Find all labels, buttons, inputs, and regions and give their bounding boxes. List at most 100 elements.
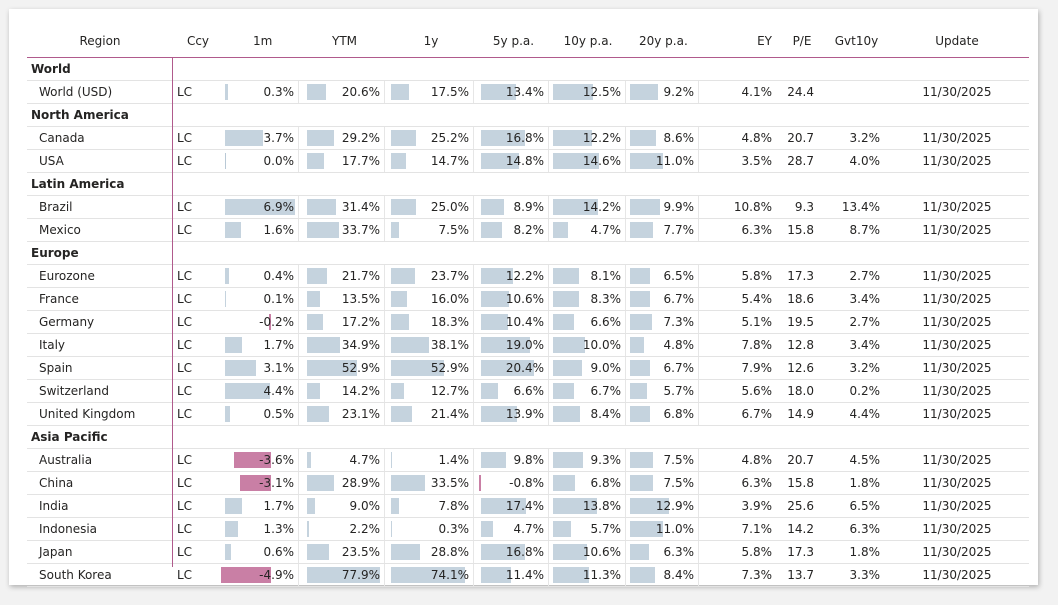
cell-y1: 23.7%: [389, 265, 474, 287]
cell-y1: 21.4%: [389, 403, 474, 425]
cell-value: 17.5%: [430, 85, 469, 99]
table-row[interactable]: Switzerland LC 4.4% 14.2% 12.7% 6.6% 6.7% 5.7% 5…: [27, 380, 1029, 403]
cell-ytm: 28.9%: [305, 472, 385, 494]
cell-value: 6.7%: [663, 292, 695, 306]
cell-value: 8.4%: [663, 568, 695, 582]
cell-value: 11/30/2025: [922, 200, 992, 214]
group-header-row[interactable]: World: [27, 58, 1029, 81]
value-bar: [225, 130, 263, 146]
cell-y20: 11.0%: [628, 518, 699, 540]
returns-table: Region Ccy 1m YTM 1y 5y p.a. 10y p.a. 20y p.a. E…: [27, 25, 1029, 587]
table-row[interactable]: South Korea LC -4.9% 77.9% 74.1% 11.4% 11.3% 8.…: [27, 564, 1029, 587]
table-row[interactable]: China LC -3.1% 28.9% 33.5% -0.8% 6.8% 7.5% 6.3% 1…: [27, 472, 1029, 495]
cell-ccy: LC: [173, 564, 223, 586]
negative-value-bar: [234, 452, 271, 468]
cell-value: 2.2%: [349, 522, 381, 536]
cell-pe: 28.7: [776, 150, 828, 172]
table-row[interactable]: Japan LC 0.6% 23.5% 28.8% 16.8% 10.6% 6.3% 5.8% 1…: [27, 541, 1029, 564]
table-row[interactable]: USA LC 0.0% 17.7% 14.7% 14.8% 14.6% 11.0% 3.5% 28…: [27, 150, 1029, 173]
cell-gvt10y: 4.4%: [828, 403, 885, 425]
cell-pe: 14.9: [776, 403, 828, 425]
value-bar: [391, 84, 409, 100]
cell-gvt10y: 4.0%: [828, 150, 885, 172]
cell-value: 28.8%: [430, 545, 469, 559]
value-bar: [553, 521, 572, 537]
cell-value: 1.6%: [263, 223, 295, 237]
cell-ccy: LC: [173, 127, 223, 149]
group-header-row[interactable]: North America: [27, 104, 1029, 127]
cell-y5: 13.9%: [479, 403, 549, 425]
column-header-update[interactable]: Update: [935, 34, 979, 48]
cell-y10: 6.6%: [551, 311, 626, 333]
cell-value: 10.0%: [582, 338, 621, 352]
column-header-gvt10y[interactable]: Gvt10y: [834, 34, 879, 48]
cell-ytm: 4.7%: [305, 449, 385, 471]
column-header-y10[interactable]: 10y p.a.: [563, 34, 613, 48]
cell-region: Japan: [27, 541, 173, 563]
cell-value: 6.8%: [663, 407, 695, 421]
value-bar: [225, 521, 239, 537]
table-row[interactable]: France LC 0.1% 13.5% 16.0% 10.6% 8.3% 6.7% 5.4% 1…: [27, 288, 1029, 311]
cell-value: LC: [177, 407, 193, 421]
table-row[interactable]: Indonesia LC 1.3% 2.2% 0.3% 4.7% 5.7% 11.0% 7.1%…: [27, 518, 1029, 541]
value-bar: [391, 360, 444, 376]
cell-value: 6.6%: [590, 315, 622, 329]
column-header-region[interactable]: Region: [79, 34, 121, 48]
cell-value: 28.9%: [341, 476, 380, 490]
cell-value: 13.9%: [505, 407, 544, 421]
cell-value: 25.0%: [430, 200, 469, 214]
cell-pe: 25.6: [776, 495, 828, 517]
value-bar: [630, 130, 656, 146]
table-row[interactable]: United Kingdom LC 0.5% 23.1% 21.4% 13.9% 8.4% 6…: [27, 403, 1029, 426]
cell-y20: 9.2%: [628, 81, 699, 103]
table-row[interactable]: India LC 1.7% 9.0% 7.8% 17.4% 13.8% 12.9% 3.9% 25…: [27, 495, 1029, 518]
cell-gvt10y: 1.8%: [828, 541, 885, 563]
cell-y10: 6.8%: [551, 472, 626, 494]
table-row[interactable]: Australia LC -3.6% 4.7% 1.4% 9.8% 9.3% 7.5% 4.8%…: [27, 449, 1029, 472]
value-bar: [225, 406, 231, 422]
table-row[interactable]: Brazil LC 6.9% 31.4% 25.0% 8.9% 14.2% 9.9% 10.8%…: [27, 196, 1029, 219]
cell-value: India: [39, 499, 69, 513]
column-header-m1[interactable]: 1m: [253, 34, 273, 48]
cell-y20: 7.5%: [628, 472, 699, 494]
table-row[interactable]: Germany LC -0.2% 17.2% 18.3% 10.4% 6.6% 7.3% 5.1…: [27, 311, 1029, 334]
cell-value: 7.5%: [438, 223, 470, 237]
value-bar: [391, 383, 404, 399]
value-bar: [391, 199, 416, 215]
table-row[interactable]: Spain LC 3.1% 52.9% 52.9% 20.4% 9.0% 6.7% 7.9% 12…: [27, 357, 1029, 380]
group-label: North America: [31, 108, 129, 122]
column-header-ccy[interactable]: Ccy: [186, 34, 210, 48]
column-header-pe[interactable]: P/E: [792, 34, 812, 48]
cell-ey: 5.8%: [698, 541, 776, 563]
cell-region: Spain: [27, 357, 173, 379]
table-row[interactable]: World (USD) LC 0.3% 20.6% 17.5% 13.4% 12.5% 9.2…: [27, 81, 1029, 104]
cell-value: Indonesia: [39, 522, 98, 536]
cell-y20: 8.6%: [628, 127, 699, 149]
value-bar: [391, 406, 413, 422]
cell-y10: 10.6%: [551, 541, 626, 563]
cell-ccy: LC: [173, 541, 223, 563]
table-row[interactable]: Mexico LC 1.6% 33.7% 7.5% 8.2% 4.7% 7.7% 6.3% 15.…: [27, 219, 1029, 242]
cell-value: 16.8%: [505, 131, 544, 145]
table-row[interactable]: Canada LC 3.7% 29.2% 25.2% 16.8% 12.2% 8.6% 4.8%…: [27, 127, 1029, 150]
column-header-ytm[interactable]: YTM: [331, 34, 357, 48]
cell-value: LC: [177, 361, 193, 375]
cell-pe: 20.7: [776, 127, 828, 149]
group-header-row[interactable]: Europe: [27, 242, 1029, 265]
group-header-row[interactable]: Latin America: [27, 173, 1029, 196]
cell-value: 38.1%: [430, 338, 469, 352]
column-header-y20[interactable]: 20y p.a.: [639, 34, 688, 48]
cell-value: 1.4%: [438, 453, 470, 467]
table-row[interactable]: Eurozone LC 0.4% 21.7% 23.7% 12.2% 8.1% 6.5% 5.8…: [27, 265, 1029, 288]
value-bar: [307, 314, 324, 330]
column-header-y5[interactable]: 5y p.a.: [492, 34, 535, 48]
column-header-ey[interactable]: EY: [757, 34, 772, 48]
table-row[interactable]: Italy LC 1.7% 34.9% 38.1% 19.0% 10.0% 4.8% 7.8% 1…: [27, 334, 1029, 357]
cell-value: 10.4%: [505, 315, 544, 329]
value-bar: [307, 199, 337, 215]
cell-value: 11/30/2025: [922, 568, 992, 582]
cell-value: 4.5%: [849, 453, 881, 467]
cell-pe: 12.6: [776, 357, 828, 379]
group-header-row[interactable]: Asia Pacific: [27, 426, 1029, 449]
column-header-y1[interactable]: 1y: [423, 34, 439, 48]
